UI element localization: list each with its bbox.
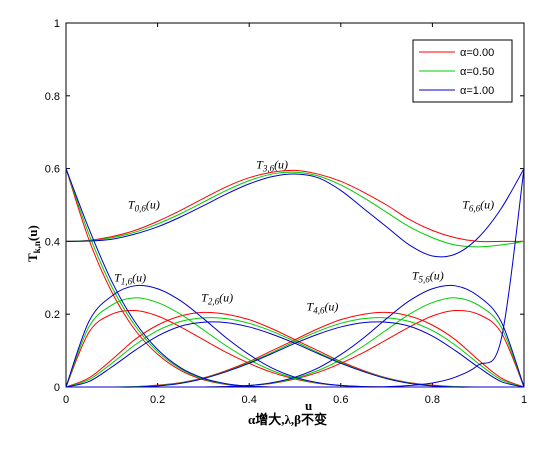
- x-tick-label: 0.6: [333, 394, 348, 406]
- curve-label: T4,6(u): [307, 300, 339, 316]
- series-line-t6-6: [65, 168, 525, 388]
- legend-label: α=0.00: [460, 47, 494, 59]
- y-tick-label: 0.6: [45, 164, 60, 176]
- y-tick-label: 0.8: [45, 91, 60, 103]
- legend: α=0.00 α=0.50 α=1.00: [412, 39, 513, 103]
- y-tick-label: 0.2: [45, 309, 60, 321]
- x-tick-label: 1: [521, 394, 527, 406]
- legend-label: α=1.00: [460, 85, 494, 97]
- y-tick-label: 0.4: [45, 236, 60, 248]
- curve-label: T0,6(u): [128, 198, 160, 214]
- x-tick-label: 0: [63, 394, 69, 406]
- curve-label: T5,6(u): [412, 269, 444, 285]
- x-tick-label: 0.8: [425, 394, 440, 406]
- series-line-t3-6: [65, 169, 524, 243]
- series-line-t3-6: [65, 168, 525, 258]
- legend-label: α=0.50: [460, 66, 494, 78]
- y-axis-label: Tk,n(u): [25, 225, 42, 262]
- y-tick-label: 0: [54, 382, 60, 394]
- svg-text:Tk,n(u): Tk,n(u): [25, 225, 42, 262]
- series-line-t3-6: [65, 171, 525, 248]
- curve-label: T2,6(u): [201, 290, 233, 306]
- y-tick-label: 1: [54, 18, 60, 30]
- curve-label: T1,6(u): [114, 270, 146, 286]
- curve-label: T6,6(u): [462, 198, 494, 214]
- x-axis-superscript: u: [305, 398, 312, 413]
- curve-label: T3,6(u): [256, 158, 288, 174]
- x-tick-label: 0.2: [150, 394, 165, 406]
- x-tick-label: 0.4: [242, 394, 257, 406]
- x-axis-label: α增大,λ,β不变: [248, 412, 327, 427]
